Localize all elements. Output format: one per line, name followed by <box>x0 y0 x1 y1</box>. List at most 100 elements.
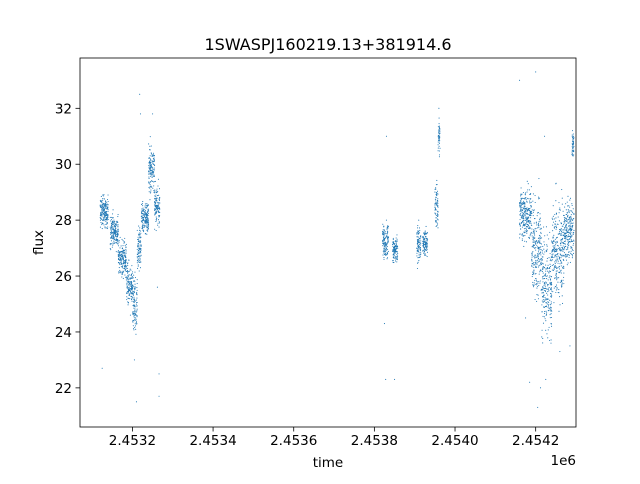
data-point <box>137 255 139 258</box>
data-point <box>553 247 555 250</box>
data-point <box>134 283 136 285</box>
data-point <box>383 239 385 241</box>
data-point <box>136 292 138 294</box>
data-point <box>135 286 137 288</box>
data-point <box>382 230 384 233</box>
data-point <box>106 214 108 216</box>
data-point <box>141 208 143 210</box>
data-point <box>394 245 397 248</box>
data-point <box>569 199 571 201</box>
data-point <box>437 135 439 137</box>
data-point <box>529 198 531 200</box>
data-point <box>570 236 572 238</box>
data-point <box>532 284 534 286</box>
data-point <box>107 216 109 218</box>
data-point <box>566 264 568 266</box>
data-point <box>396 259 398 261</box>
data-point <box>110 220 112 222</box>
data-point <box>545 310 547 312</box>
data-point <box>148 162 150 164</box>
data-point <box>138 270 140 272</box>
data-point <box>117 240 119 242</box>
data-point <box>147 219 149 221</box>
data-point <box>123 261 125 263</box>
data-point <box>565 256 567 258</box>
data-point <box>151 173 154 175</box>
data-point <box>550 275 552 278</box>
data-point <box>571 203 573 205</box>
data-point <box>522 235 524 237</box>
data-point <box>554 263 556 265</box>
data-point <box>525 207 527 209</box>
data-point <box>521 226 523 228</box>
data-point <box>110 227 112 229</box>
data-point <box>561 286 563 288</box>
data-point <box>159 202 161 204</box>
data-point <box>121 238 123 240</box>
data-point <box>523 214 525 216</box>
data-point <box>419 248 421 250</box>
data-point <box>562 258 564 260</box>
data-point <box>148 157 150 159</box>
data-point <box>539 252 541 255</box>
data-point <box>151 155 153 157</box>
data-point <box>549 304 552 306</box>
data-point <box>572 250 574 252</box>
data-point <box>558 265 561 268</box>
data-point <box>424 249 426 251</box>
data-point <box>423 254 426 256</box>
data-point <box>392 241 394 243</box>
data-point <box>554 256 556 258</box>
data-point <box>144 233 146 235</box>
data-point <box>419 242 421 244</box>
data-point <box>394 254 396 256</box>
data-point <box>526 223 529 226</box>
data-point <box>129 298 131 300</box>
data-point <box>384 249 386 251</box>
data-point <box>531 254 533 256</box>
data-point <box>136 323 138 325</box>
data-point <box>102 208 105 211</box>
data-point <box>554 255 556 257</box>
data-point <box>573 213 575 215</box>
data-point <box>136 293 138 295</box>
data-point <box>426 249 428 251</box>
data-point <box>129 314 131 316</box>
data-point <box>116 233 118 235</box>
data-point <box>556 244 558 246</box>
data-point <box>537 257 539 259</box>
data-point <box>563 215 565 217</box>
data-point <box>104 226 106 228</box>
data-point <box>153 171 155 173</box>
data-point <box>149 184 151 186</box>
data-point <box>547 291 549 293</box>
data-point <box>528 226 531 228</box>
data-point <box>540 251 542 253</box>
data-point <box>525 213 528 215</box>
data-point <box>423 243 425 245</box>
data-point <box>521 218 523 220</box>
data-point <box>114 241 116 243</box>
data-point <box>522 197 524 199</box>
data-point <box>100 221 102 224</box>
data-point <box>568 212 570 214</box>
data-point <box>117 226 119 228</box>
data-point <box>114 235 116 237</box>
data-point <box>132 298 134 300</box>
data-point <box>395 248 397 251</box>
data-point <box>544 297 546 299</box>
data-point <box>113 230 115 232</box>
data-point <box>552 245 554 247</box>
data-point <box>572 222 574 224</box>
data-point <box>132 305 134 307</box>
data-point <box>144 203 146 205</box>
data-point <box>570 252 572 254</box>
data-point <box>550 309 552 311</box>
data-point <box>394 257 396 259</box>
data-point <box>120 245 122 247</box>
data-point <box>555 225 557 227</box>
data-point <box>135 333 137 335</box>
data-point <box>572 147 574 149</box>
data-point <box>544 289 546 292</box>
data-point <box>115 242 117 244</box>
